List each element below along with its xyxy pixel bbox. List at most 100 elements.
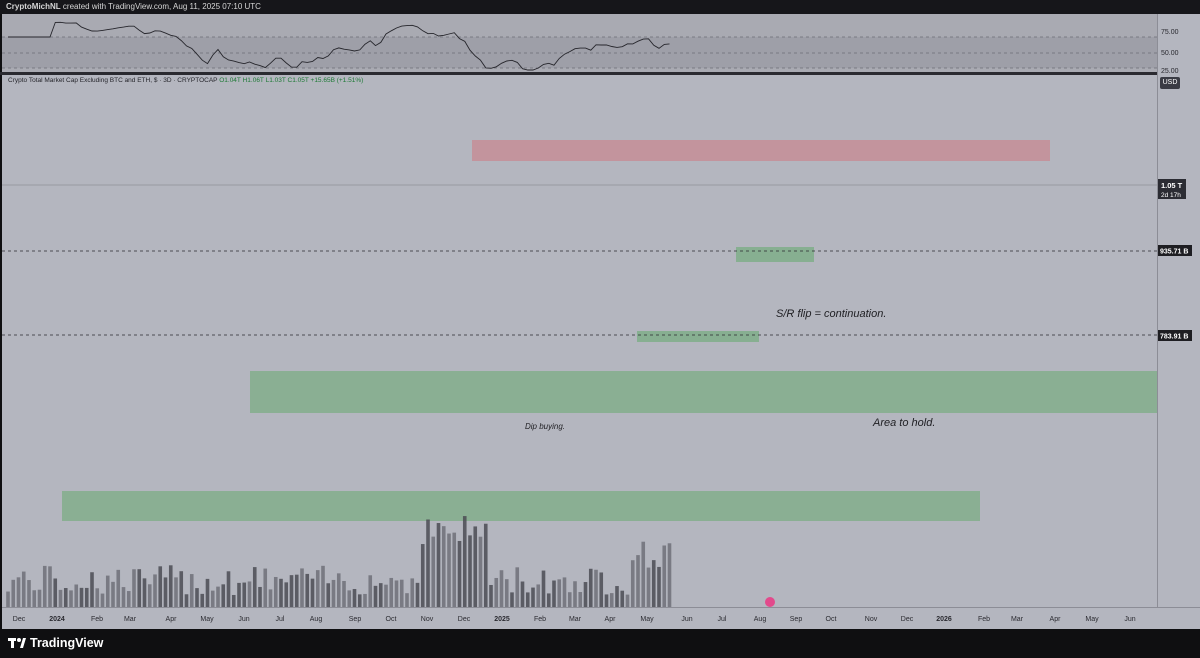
volume-bar (210, 590, 215, 607)
volume-bar (352, 588, 357, 607)
volume-bar (389, 577, 394, 607)
time-tick-label: Mar (124, 616, 137, 623)
volume-bar (42, 565, 47, 607)
time-tick-label: Dec (901, 616, 914, 623)
volume-bars (6, 516, 672, 607)
tradingview-brand: TradingView (30, 636, 104, 650)
volume-bar (37, 589, 42, 607)
volume-bar (289, 575, 294, 607)
panel-separator[interactable] (0, 72, 1200, 75)
volume-bar (32, 590, 37, 607)
rsi-tick-label: 50.00 (1161, 50, 1179, 57)
time-tick-label: Sep (349, 616, 362, 623)
last-price-badge (1158, 179, 1186, 199)
volume-bar (599, 572, 604, 607)
volume-bar (431, 536, 436, 607)
volume-bar (462, 516, 467, 607)
time-tick-label: Dec (458, 616, 471, 623)
volume-bar (121, 587, 126, 607)
volume-bar (153, 574, 157, 607)
volume-bar (378, 583, 383, 607)
resistance-zone (472, 140, 1050, 161)
volume-bar (415, 582, 420, 607)
volume-bar (552, 580, 556, 607)
volume-bar (321, 565, 325, 607)
volume-bar (657, 566, 661, 607)
volume-bar (168, 565, 173, 607)
volume-bar (536, 584, 541, 607)
rsi-tick-label: 25.00 (1161, 68, 1179, 75)
volume-bar (531, 587, 535, 607)
volume-bar (16, 577, 21, 607)
volume-bar (268, 589, 273, 607)
volume-bar (510, 592, 514, 607)
volume-bar (237, 582, 241, 607)
volume-bar (426, 519, 430, 607)
volume-bar (478, 536, 483, 607)
price-axis[interactable] (1157, 14, 1200, 607)
time-tick-label: Apr (166, 616, 178, 623)
time-tick-label: Nov (865, 616, 878, 623)
time-tick-label: Jun (238, 616, 249, 623)
legend-symbol: Crypto Total Market Cap Excluding BTC an… (8, 77, 218, 84)
volume-bar (583, 582, 588, 607)
support-zone-sr-flip (736, 247, 814, 262)
volume-bar (74, 584, 79, 607)
volume-bar (347, 590, 352, 607)
volume-bar (525, 592, 530, 607)
volume-bar (315, 570, 320, 607)
volume-bar (578, 592, 583, 607)
time-tick-label: Jul (718, 616, 727, 623)
volume-bar (79, 587, 84, 607)
support-zone-area-to-hold (250, 371, 1157, 413)
volume-bar (468, 535, 472, 607)
volume-bar (609, 593, 614, 607)
volume-bar (69, 590, 73, 607)
volume-bar (452, 532, 457, 607)
volume-bar (588, 568, 593, 607)
volume-bar (342, 580, 346, 607)
currency-badge[interactable]: USD (1160, 77, 1180, 89)
volume-bar (105, 575, 110, 607)
last-price-label: 1.05 T (1161, 181, 1183, 190)
time-tick-label: Oct (826, 616, 837, 623)
volume-bar (667, 543, 672, 607)
volume-bar (447, 533, 451, 607)
volume-bar (147, 584, 152, 607)
volume-bar (6, 591, 10, 607)
time-tick-label: Dec (13, 616, 26, 623)
volume-bar (279, 578, 283, 607)
volume-bar (662, 545, 667, 607)
author-name: CryptoMichNL (6, 2, 61, 11)
support-zone-mid (637, 331, 759, 342)
time-tick-label: 2024 (49, 616, 65, 623)
volume-bar (641, 541, 646, 607)
volume-bar (126, 591, 131, 607)
time-tick-label: Mar (1011, 616, 1024, 623)
volume-bar (179, 571, 184, 607)
rsi-tick-label: 75.00 (1161, 29, 1179, 36)
volume-bar (483, 523, 488, 607)
volume-bar (90, 572, 94, 607)
volume-bar (620, 590, 625, 607)
time-tick-label: May (200, 616, 214, 623)
volume-bar (27, 580, 31, 607)
volume-bar (284, 582, 289, 607)
volume-bar (58, 589, 63, 607)
price-line-badge-upper (1158, 245, 1192, 256)
volume-bar (48, 566, 52, 607)
volume-bar (546, 593, 551, 607)
annotation-dip-buying: Dip buying. (525, 422, 565, 431)
volume-bar (158, 566, 163, 607)
volume-bar (625, 594, 630, 607)
price-line-label-lower: 783.91 B (1160, 334, 1188, 341)
price-line-label-upper: 935.71 B (1160, 249, 1188, 256)
volume-bar (273, 576, 278, 607)
volume-bar (499, 570, 504, 607)
volume-bar (310, 578, 315, 607)
volume-bar (300, 568, 304, 607)
time-axis[interactable] (2, 607, 1200, 629)
time-tick-label: 2026 (936, 616, 952, 623)
volume-bar (100, 593, 105, 607)
